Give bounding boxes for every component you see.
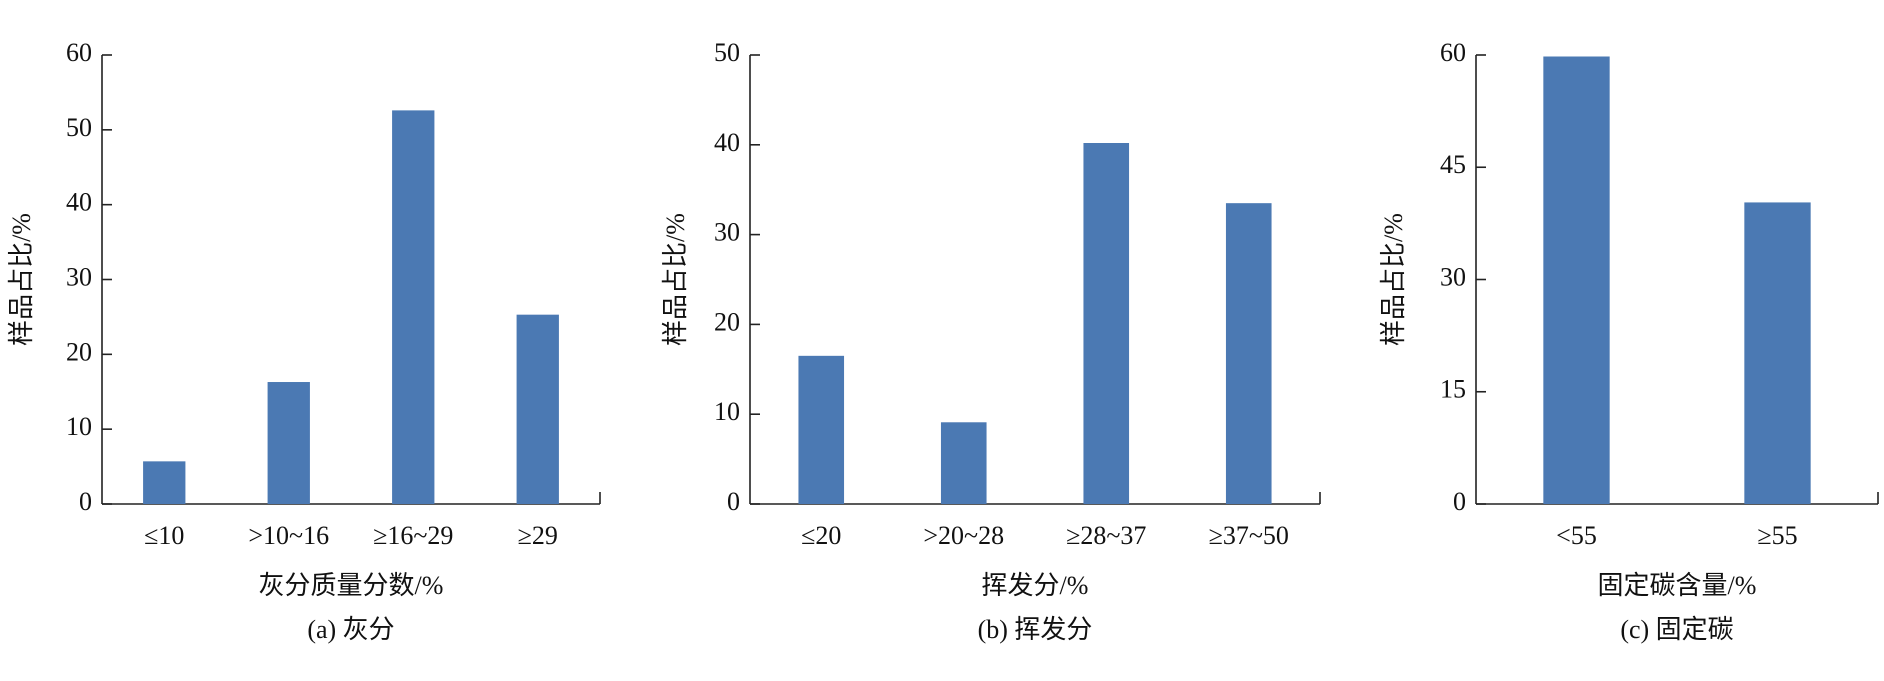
- x-tick-label: >20~28: [923, 521, 1004, 550]
- y-tick-label: 20: [714, 307, 740, 336]
- x-tick-label: ≥16~29: [373, 521, 453, 550]
- caption: (c) 固定碳: [1620, 615, 1733, 644]
- y-tick-label: 60: [66, 38, 92, 67]
- bar: [143, 461, 186, 504]
- y-tick-label: 0: [79, 487, 92, 516]
- x-tick-label: ≥28~37: [1066, 521, 1146, 550]
- y-tick-label: 30: [66, 262, 92, 291]
- caption: (a) 灰分: [307, 615, 394, 644]
- caption: (b) 挥发分: [978, 615, 1093, 644]
- y-tick-label: 30: [714, 218, 740, 247]
- y-tick-label: 0: [1453, 487, 1466, 516]
- bar: [1543, 56, 1610, 504]
- y-tick-label: 10: [714, 397, 740, 426]
- x-tick-label: ≥55: [1757, 521, 1797, 550]
- x-tick-label: ≥37~50: [1209, 521, 1289, 550]
- bar: [267, 382, 310, 504]
- bar: [1225, 203, 1272, 505]
- y-tick-label: 50: [714, 38, 740, 67]
- y-tick-label: 30: [1440, 262, 1466, 291]
- bar: [516, 314, 559, 504]
- x-axis-label: 挥发分/%: [982, 571, 1089, 600]
- y-tick-label: 10: [66, 412, 92, 441]
- x-tick-label: ≤20: [801, 521, 841, 550]
- y-tick-label: 40: [66, 188, 92, 217]
- bar: [940, 422, 987, 504]
- bar: [1744, 202, 1811, 504]
- y-tick-label: 15: [1440, 375, 1466, 404]
- x-tick-label: ≥29: [518, 521, 558, 550]
- x-tick-label: >10~16: [248, 521, 329, 550]
- bar: [1083, 143, 1130, 504]
- x-tick-label: <55: [1556, 521, 1597, 550]
- y-tick-label: 60: [1440, 38, 1466, 67]
- y-tick-label: 0: [727, 487, 740, 516]
- y-axis-label: 样品占比/%: [7, 213, 36, 346]
- x-axis-label: 灰分质量分数/%: [259, 571, 444, 600]
- bar: [392, 110, 435, 505]
- y-axis-label: 样品占比/%: [1379, 213, 1408, 346]
- y-tick-label: 20: [66, 337, 92, 366]
- x-axis-label: 固定碳含量/%: [1598, 571, 1757, 600]
- y-tick-label: 50: [66, 113, 92, 142]
- x-tick-label: ≤10: [144, 521, 184, 550]
- bar: [798, 355, 845, 504]
- y-tick-label: 40: [714, 128, 740, 157]
- y-tick-label: 45: [1440, 150, 1466, 179]
- y-axis-label: 样品占比/%: [661, 213, 690, 346]
